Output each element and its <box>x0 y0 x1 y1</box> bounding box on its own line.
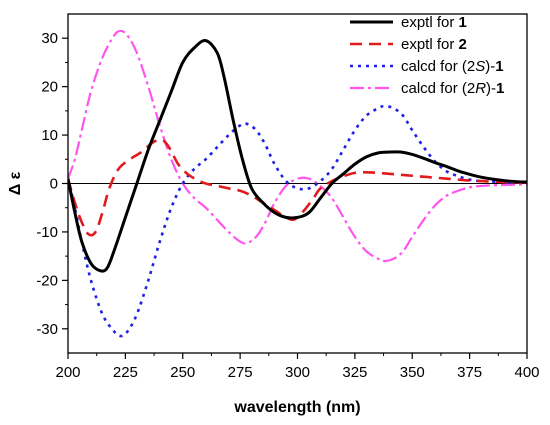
legend-label-4: calcd for (2R)-1 <box>401 80 504 97</box>
y-tick-label: 0 <box>50 176 58 193</box>
x-tick-label: 325 <box>342 364 367 381</box>
legend-label-1: exptl for 1 <box>401 14 467 31</box>
x-tick-label: 400 <box>514 364 539 381</box>
legend-label-3: calcd for (2S)-1 <box>401 58 504 75</box>
series-line-3 <box>68 104 527 338</box>
y-tick-label: 20 <box>41 79 58 96</box>
y-tick-label: 30 <box>41 30 58 47</box>
series-line-2 <box>68 138 527 237</box>
x-tick-label: 250 <box>170 364 195 381</box>
x-tick-label: 375 <box>457 364 482 381</box>
y-axis-label: Δ ε <box>7 171 24 195</box>
series-layer <box>68 29 527 338</box>
x-axis-label: wavelength (nm) <box>233 399 360 416</box>
series-line-4 <box>68 29 527 263</box>
series-line-1 <box>68 39 527 273</box>
y-tick-label: -30 <box>36 321 58 338</box>
x-tick-label: 300 <box>285 364 310 381</box>
y-tick-label: 10 <box>41 127 58 144</box>
y-tick-label: -20 <box>36 272 58 289</box>
legend-label-2: exptl for 2 <box>401 36 467 53</box>
x-tick-label: 225 <box>113 364 138 381</box>
legend: exptl for 1 exptl for 2 calcd for (2S)-1 ca… <box>350 14 504 97</box>
x-tick-label: 275 <box>228 364 253 381</box>
y-tick-label: -10 <box>36 224 58 241</box>
x-tick-label: 350 <box>400 364 425 381</box>
x-tick-label: 200 <box>55 364 80 381</box>
y-axis: -30 -20 -10 0 10 20 30 <box>36 30 68 338</box>
x-axis: 200 225 250 275 300 325 350 375 400 <box>55 353 540 381</box>
